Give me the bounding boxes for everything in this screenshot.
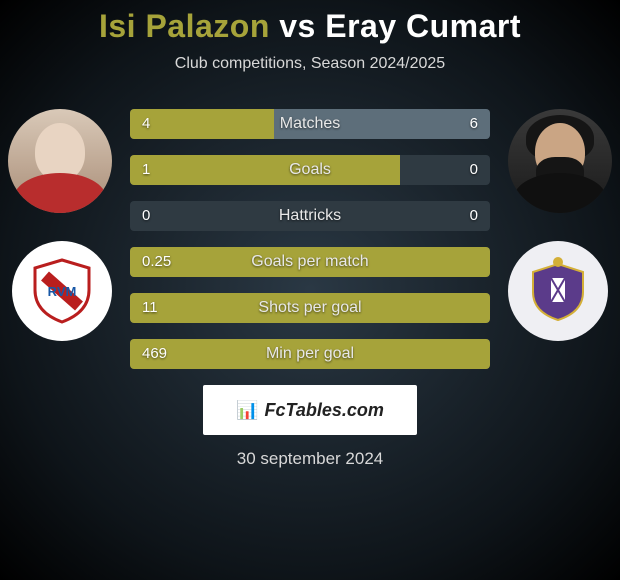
site-attribution[interactable]: 📊 FcTables.com — [203, 385, 417, 435]
stat-label: Min per goal — [130, 339, 490, 369]
header: Isi Palazon vs Eray Cumart Club competit… — [0, 0, 620, 73]
player2-avatar — [508, 109, 612, 213]
site-name: FcTables.com — [265, 400, 384, 421]
stat-label: Shots per goal — [130, 293, 490, 323]
shield-icon — [523, 256, 593, 326]
shield-icon: RVM — [27, 256, 97, 326]
content: RVM 46Matches10Goals00Hattricks0.25Goals… — [0, 109, 620, 469]
subtitle: Club competitions, Season 2024/2025 — [0, 55, 620, 73]
vs-text: vs — [279, 8, 316, 44]
player1-name: Isi Palazon — [99, 8, 270, 44]
page-title: Isi Palazon vs Eray Cumart — [0, 8, 620, 45]
stat-row: 0 0Hattricks — [130, 201, 490, 231]
player2-club-badge — [508, 241, 608, 341]
stat-label: Hattricks — [130, 201, 490, 231]
player1-avatar — [8, 109, 112, 213]
player1-value: 1 — [142, 155, 150, 185]
stat-row: 11Shots per goal — [130, 293, 490, 323]
player2-name: Eray Cumart — [325, 8, 521, 44]
player2-value: 6 — [470, 109, 478, 139]
player1-value: 4 — [142, 109, 150, 139]
stat-label: Matches — [130, 109, 490, 139]
player1-value: 469 — [142, 339, 167, 369]
player1-value: 0.25 — [142, 247, 171, 277]
player1-value: 11 — [142, 293, 158, 323]
stat-row: 469Min per goal — [130, 339, 490, 369]
stat-row: 1 0Goals — [130, 155, 490, 185]
player1-value: 0 — [142, 201, 150, 231]
stat-label: Goals — [130, 155, 490, 185]
chart-icon: 📊 — [236, 400, 258, 421]
stat-bars: 46Matches10Goals00Hattricks0.25Goals per… — [130, 109, 490, 369]
player2-value: 0 — [470, 201, 478, 231]
stat-row: 4 6Matches — [130, 109, 490, 139]
player2-value: 0 — [470, 155, 478, 185]
date-label: 30 september 2024 — [0, 449, 620, 469]
stat-label: Goals per match — [130, 247, 490, 277]
stat-row: 0.25Goals per match — [130, 247, 490, 277]
svg-text:RVM: RVM — [48, 284, 77, 299]
player1-club-badge: RVM — [12, 241, 112, 341]
